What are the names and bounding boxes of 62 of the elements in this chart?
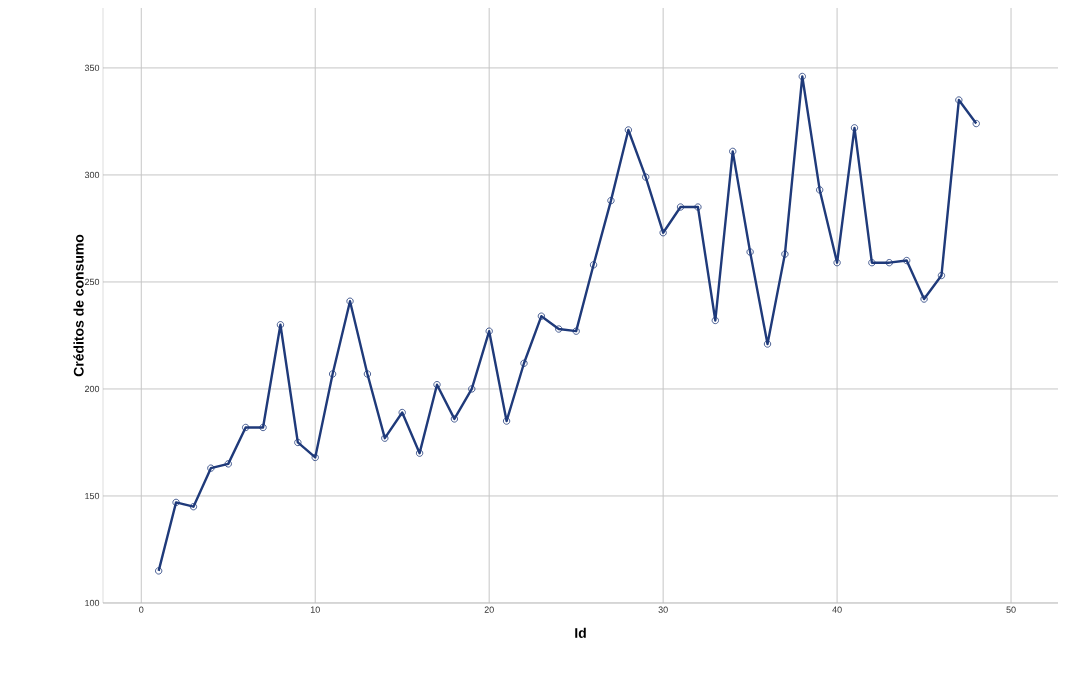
point [937,271,946,280]
point [224,460,232,468]
point [207,464,215,472]
point [311,453,319,462]
point [502,417,511,425]
y-tick-label: 300 [84,171,100,179]
point [537,312,545,320]
y-tick-label: 250 [84,278,100,286]
x-tick-label: 10 [310,606,320,613]
point [642,173,650,181]
point [172,498,180,506]
point [259,423,267,432]
point [763,340,772,348]
point [276,321,285,329]
point [816,186,824,194]
point [416,449,424,457]
point [694,203,702,211]
point [346,297,354,305]
point [572,327,580,335]
point [607,197,615,205]
x-tick-label: 40 [832,606,842,613]
y-tick-label: 100 [85,599,100,607]
point [798,72,806,81]
point [242,423,250,432]
point [555,325,563,333]
point [676,203,685,211]
point [624,126,632,134]
point [920,295,928,303]
point [972,119,980,128]
x-tick-label: 0 [139,606,144,613]
point [955,96,963,104]
point [833,259,841,267]
point [903,256,911,265]
point [746,248,754,256]
point [711,316,719,325]
point [189,503,198,511]
point [398,408,406,417]
point [589,261,598,269]
point [485,327,493,335]
x-axis-title: Id [575,627,586,638]
y-tick-label: 200 [84,385,100,393]
point [729,147,737,155]
point [885,259,893,267]
y-axis-title: Créditos de consumo [73,234,84,377]
x-tick-label: 20 [484,606,494,613]
point [850,124,859,132]
point [381,434,389,442]
point [468,385,476,393]
point [329,370,337,378]
point [781,250,789,258]
y-tick-label: 150 [85,492,100,500]
point [450,415,458,423]
x-tick-label: 30 [658,606,668,613]
y-tick-label: 350 [84,64,100,72]
point [294,438,302,447]
point [520,359,528,367]
x-tick-label: 50 [1006,606,1016,613]
point [659,229,667,237]
point [155,567,163,575]
point [433,381,441,389]
point [363,370,372,378]
point [868,259,876,267]
